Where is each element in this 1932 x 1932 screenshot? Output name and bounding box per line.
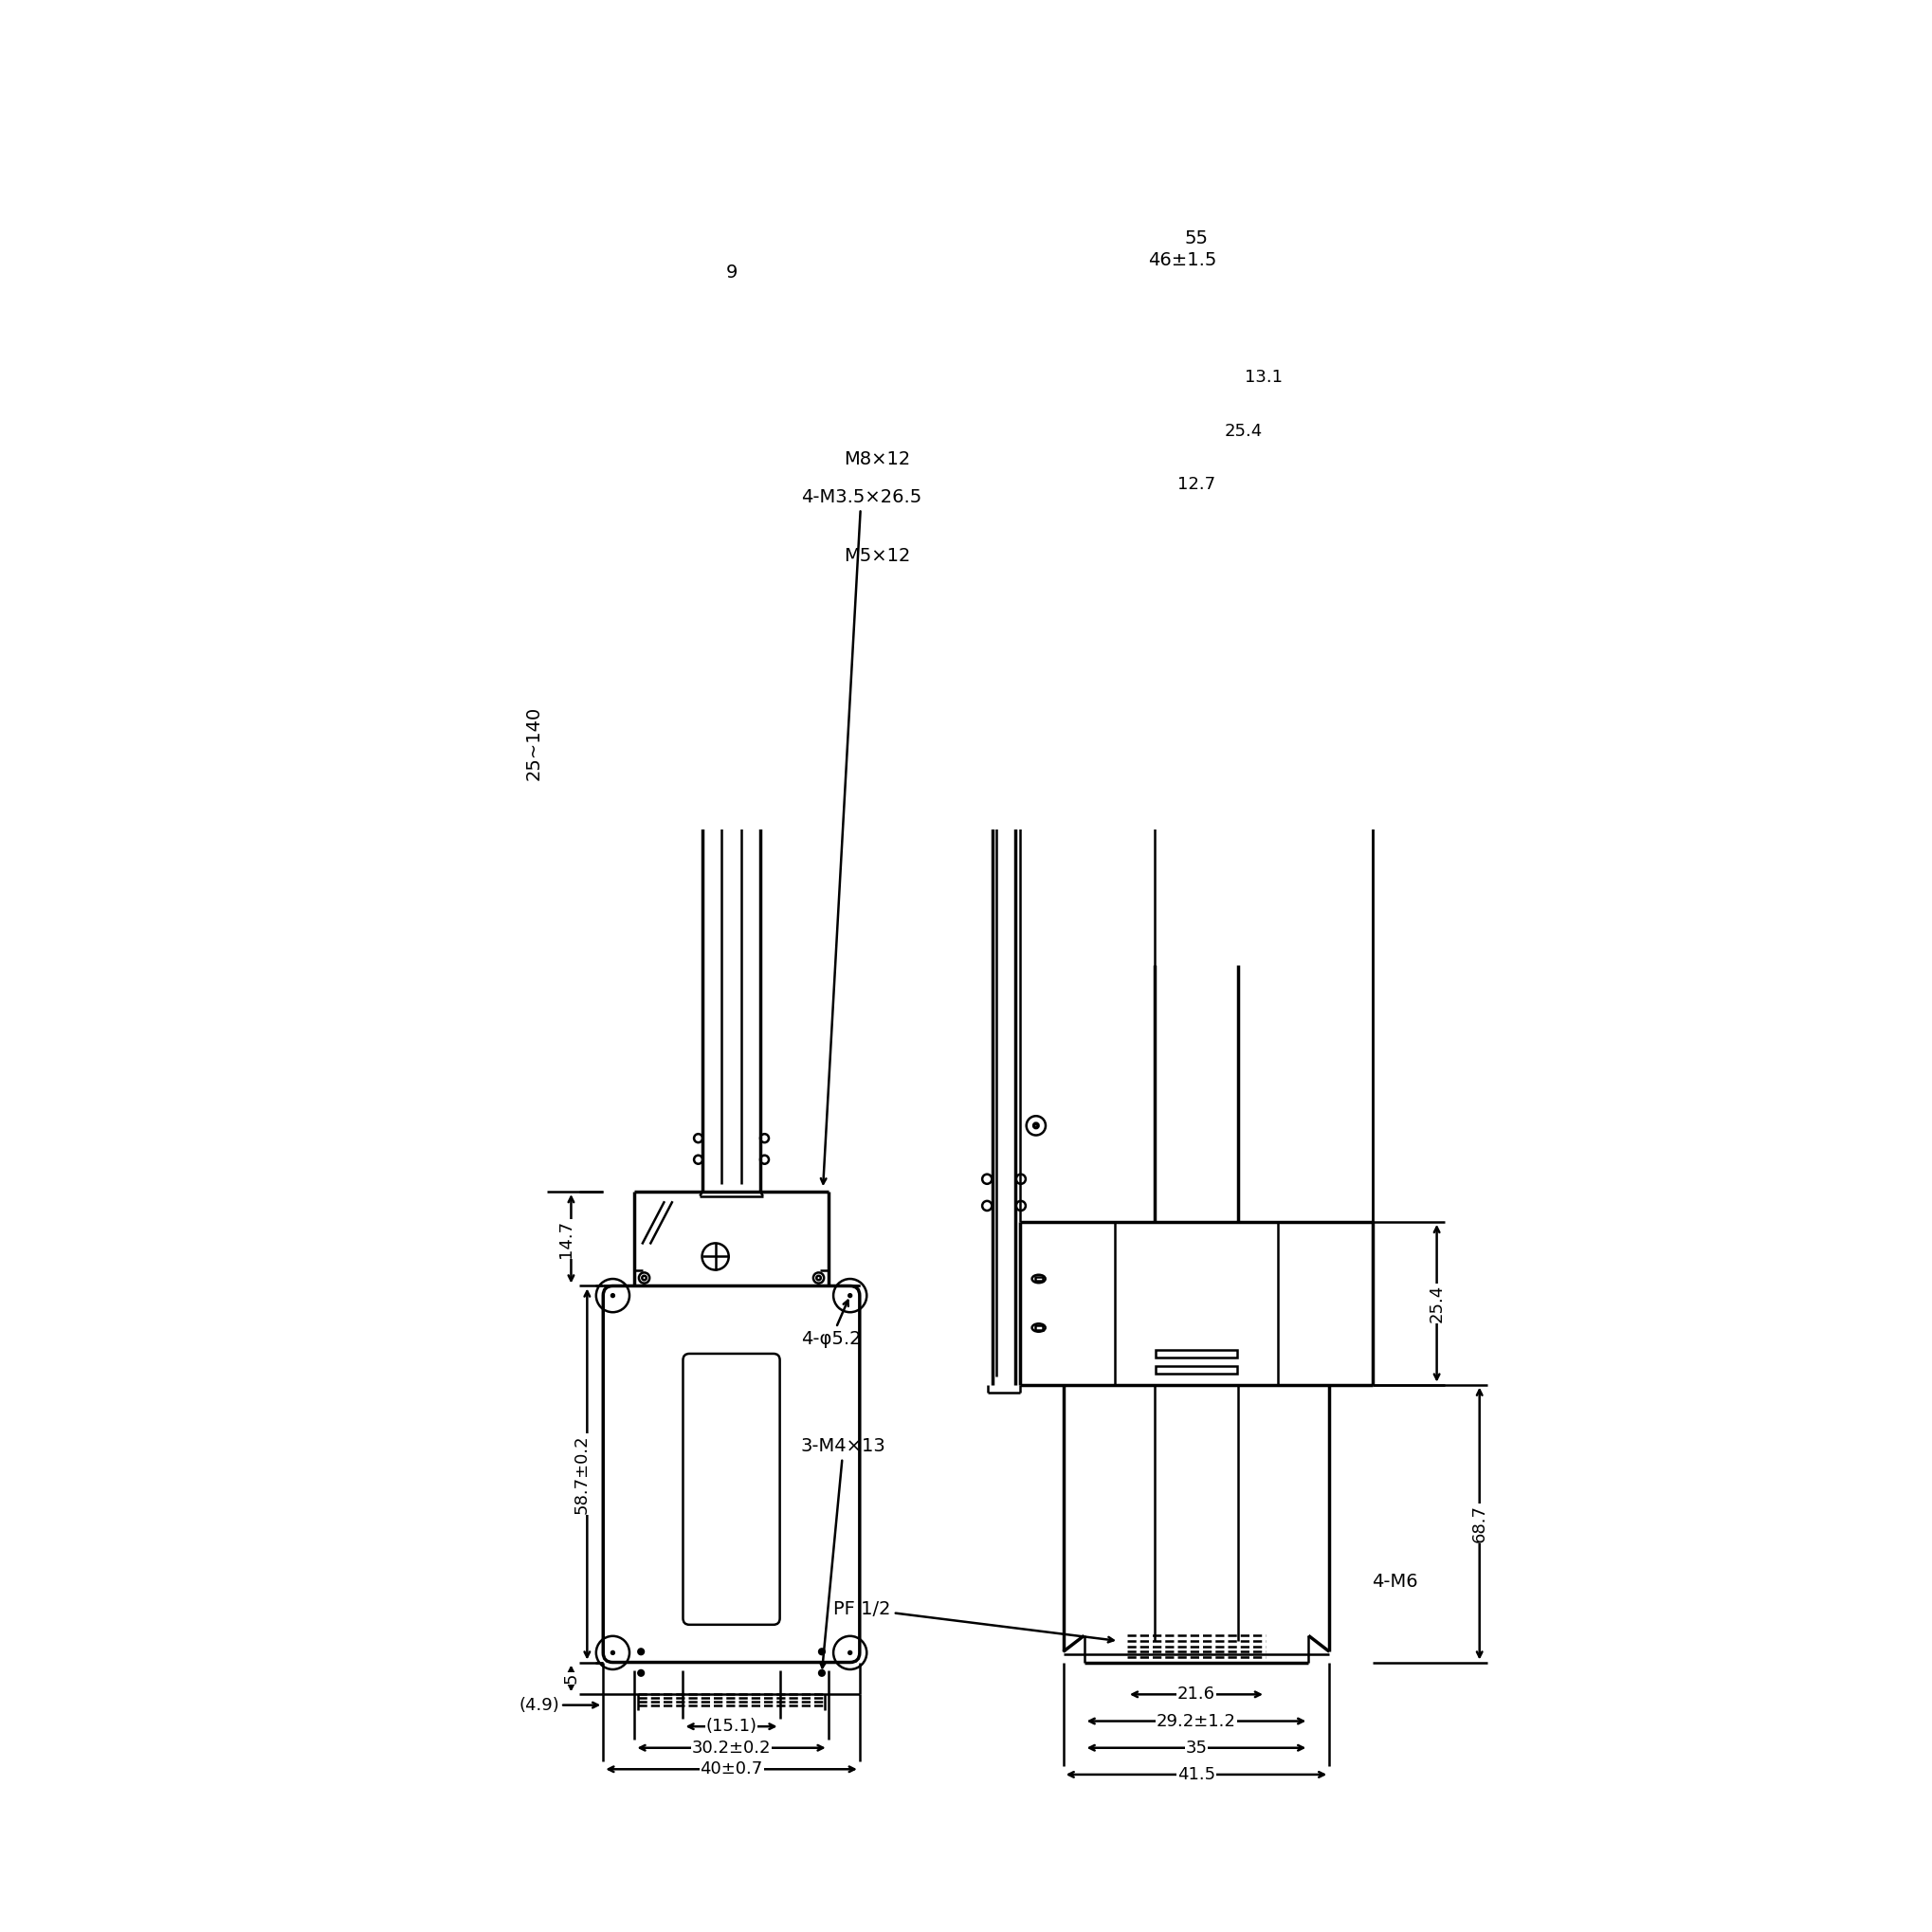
Text: M5×12: M5×12: [844, 547, 910, 564]
Text: 25~140: 25~140: [526, 705, 543, 781]
Text: PF 1/2: PF 1/2: [833, 1600, 1113, 1642]
Text: 29.2±1.2: 29.2±1.2: [1157, 1712, 1236, 1729]
Text: 55: 55: [1184, 230, 1208, 247]
Text: 21.6: 21.6: [1177, 1687, 1215, 1702]
Text: 68.7: 68.7: [1470, 1505, 1488, 1542]
Bar: [1036, 1277, 1043, 1281]
Text: 5: 5: [562, 1673, 580, 1685]
Text: (4.9): (4.9): [520, 1696, 558, 1714]
Text: 4-φ5.2: 4-φ5.2: [802, 1300, 862, 1349]
Text: 58.7±0.2: 58.7±0.2: [574, 1434, 591, 1515]
Text: 46±1.5: 46±1.5: [1148, 251, 1217, 269]
Bar: [1036, 1325, 1043, 1329]
Bar: [1155, 1350, 1236, 1358]
Text: 4-M6: 4-M6: [1372, 1573, 1418, 1592]
Bar: [1155, 1366, 1236, 1374]
Text: 14.7: 14.7: [556, 1219, 574, 1258]
Text: 40±0.7: 40±0.7: [699, 1760, 763, 1777]
Text: 13.1: 13.1: [1244, 369, 1283, 386]
Text: 12.7: 12.7: [1177, 475, 1215, 493]
Text: (15.1): (15.1): [705, 1718, 757, 1735]
Text: 25.4: 25.4: [1225, 423, 1264, 439]
Text: 4-M3.5×26.5: 4-M3.5×26.5: [802, 489, 922, 1184]
Text: M8×12: M8×12: [844, 450, 910, 469]
Text: 41.5: 41.5: [1177, 1766, 1215, 1783]
Text: 25.4: 25.4: [1428, 1285, 1445, 1321]
Text: 30.2±0.2: 30.2±0.2: [692, 1739, 771, 1756]
Text: 3-M4×13: 3-M4×13: [802, 1437, 887, 1667]
Text: 9: 9: [726, 263, 738, 282]
Text: 35: 35: [1186, 1739, 1208, 1756]
